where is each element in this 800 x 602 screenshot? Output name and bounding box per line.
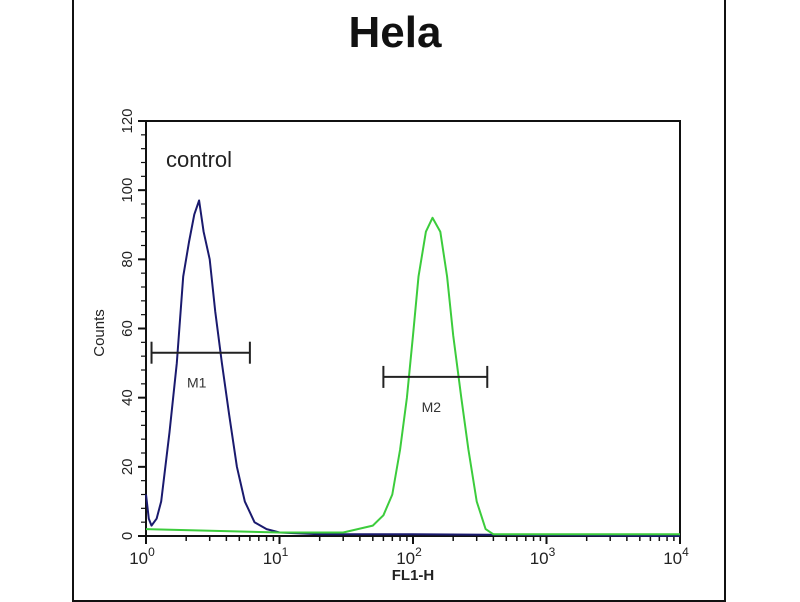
x-tick-label: 100 — [129, 545, 155, 568]
series-line-1 — [145, 199, 681, 537]
y-axis-label: Counts — [91, 309, 108, 357]
y-tick-label: 80 — [119, 251, 136, 268]
y-tick-label: 100 — [119, 178, 136, 203]
x-tick-label: 101 — [263, 545, 289, 568]
series-line-2 — [145, 216, 680, 536]
y-tick-label: 60 — [119, 320, 136, 337]
y-tick-label: 20 — [119, 458, 136, 475]
x-axis-label: FL1-H — [392, 567, 435, 584]
chart-title: Hela — [348, 8, 442, 57]
marker-label: M1 — [187, 375, 207, 391]
y-tick-label: 0 — [119, 532, 136, 540]
marker-label: M2 — [422, 399, 442, 415]
control-label: control — [166, 147, 232, 172]
x-tick-label: 104 — [663, 545, 689, 568]
y-tick-label: 120 — [119, 108, 136, 133]
y-tick-label: 40 — [119, 389, 136, 406]
x-tick-label: 103 — [530, 545, 556, 568]
x-tick-label: 102 — [396, 545, 422, 568]
